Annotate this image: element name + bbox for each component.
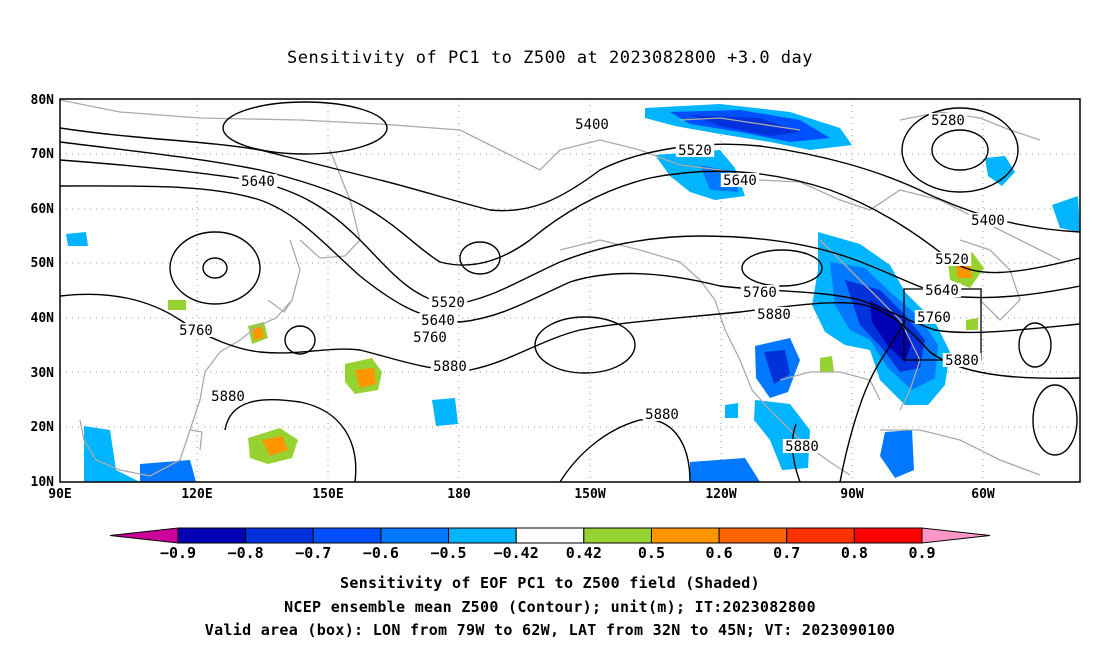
colorbar-label: −0.7 xyxy=(295,544,331,562)
contour-label: 5400 xyxy=(971,213,1005,229)
colorbar-segment xyxy=(650,527,720,544)
contour-label-bg xyxy=(642,407,682,421)
colorbar-segment xyxy=(245,527,314,544)
contour-label-bg xyxy=(572,117,612,131)
colorbar-label: 0.5 xyxy=(638,544,665,562)
lon-tick-120w: 120W xyxy=(705,487,736,502)
contour-label: 5880 xyxy=(757,307,791,323)
lon-tick-150e: 150E xyxy=(312,487,343,502)
contour-label-bg xyxy=(782,439,822,453)
lon-tick-90e: 90E xyxy=(48,487,71,502)
lat-axis: 10N 20N 30N 40N 50N 60N 70N 80N xyxy=(31,93,55,490)
lon-axis: 90E 120E 150E 180 150W 120W 90W 60W xyxy=(48,487,995,502)
contour-label-bg xyxy=(176,323,216,337)
contour-label: 5280 xyxy=(931,113,965,129)
contour-label-bg xyxy=(418,313,458,327)
colorbar-low-arrow xyxy=(109,527,179,544)
contour-label: 5640 xyxy=(241,174,275,190)
lon-tick-180: 180 xyxy=(447,487,471,502)
lat-tick-60n: 60N xyxy=(31,202,55,217)
contour-label-bg xyxy=(968,213,1008,227)
caption-contour: NCEP ensemble mean Z500 (Contour); unit(… xyxy=(284,598,816,616)
colorbar-segment xyxy=(448,527,517,544)
contour-label: 5880 xyxy=(433,359,467,375)
colorbar-label: −0.6 xyxy=(363,544,399,562)
contour-label: 5880 xyxy=(785,439,819,455)
lat-tick-10n: 10N xyxy=(31,475,55,490)
contour-label: 5640 xyxy=(925,283,959,299)
caption-valid-area: Valid area (box): LON from 79W to 62W, L… xyxy=(204,621,896,639)
contour-label-bg xyxy=(208,389,248,403)
contour-label-bg xyxy=(914,310,954,324)
colorbar-label: 0.9 xyxy=(908,544,935,562)
contour-label-bg xyxy=(410,330,450,344)
map-background xyxy=(60,99,1080,482)
colorbar-segment xyxy=(786,527,855,544)
lat-tick-20n: 20N xyxy=(31,420,55,435)
contour-label: 5400 xyxy=(575,117,609,133)
caption-shading: Sensitivity of EOF PC1 to Z500 field (Sh… xyxy=(340,574,760,592)
contour-label: 5520 xyxy=(431,295,465,311)
colorbar-label: −0.5 xyxy=(430,544,466,562)
colorbar-label: 0.6 xyxy=(706,544,733,562)
colorbar-segment xyxy=(515,527,585,544)
colorbar xyxy=(109,527,991,544)
lat-tick-80n: 80N xyxy=(31,93,55,108)
colorbar-label: −0.8 xyxy=(228,544,264,562)
contour-label-bg xyxy=(675,143,715,157)
lat-tick-70n: 70N xyxy=(31,147,55,162)
colorbar-labels: −0.9 −0.8 −0.7 −0.6 −0.5 −0.42 0.42 0.5 0.6 0.7 0.… xyxy=(160,544,936,562)
contour-label-bg xyxy=(942,353,982,367)
colorbar-segment xyxy=(380,527,450,544)
contour-label: 5880 xyxy=(645,407,679,423)
colorbar-segment xyxy=(583,527,652,544)
colorbar-label: 0.42 xyxy=(566,544,602,562)
contour-label: 5640 xyxy=(421,313,455,329)
colorbar-segment xyxy=(718,527,788,544)
colorbar-segment xyxy=(853,527,923,544)
lon-tick-60w: 60W xyxy=(971,487,995,502)
colorbar-segment xyxy=(177,527,247,544)
contour-label: 5760 xyxy=(743,285,777,301)
contour-label: 5520 xyxy=(678,143,712,159)
contour-label-bg xyxy=(928,113,968,127)
colorbar-label: −0.42 xyxy=(494,544,539,562)
lon-tick-120e: 120E xyxy=(181,487,212,502)
lat-tick-40n: 40N xyxy=(31,311,55,326)
contour-label-bg xyxy=(932,252,972,266)
colorbar-label: −0.9 xyxy=(160,544,196,562)
contour-label: 5880 xyxy=(945,353,979,369)
contour-label: 5760 xyxy=(917,310,951,326)
contour-label-bg xyxy=(428,295,468,309)
map-title: Sensitivity of PC1 to Z500 at 2023082800… xyxy=(286,48,813,68)
contour-label: 5520 xyxy=(935,252,969,268)
colorbar-label: 0.7 xyxy=(773,544,800,562)
colorbar-segment xyxy=(312,527,382,544)
contour-label-bg xyxy=(720,173,760,187)
lat-tick-30n: 30N xyxy=(31,366,55,381)
contour-label-bg xyxy=(754,307,794,321)
contour-label: 5640 xyxy=(723,173,757,189)
contour-label: 5760 xyxy=(413,330,447,346)
lat-tick-50n: 50N xyxy=(31,256,55,271)
colorbar-label: 0.8 xyxy=(841,544,868,562)
contour-label: 5760 xyxy=(179,323,213,339)
contour-label-bg xyxy=(238,174,278,188)
contour-labels: 5400 528055205640540056405520552056405760… xyxy=(176,113,1008,455)
contour-label-bg xyxy=(430,359,470,373)
lon-tick-90w: 90W xyxy=(840,487,864,502)
contour-label: 5880 xyxy=(211,389,245,405)
colorbar-high-arrow xyxy=(921,527,991,544)
contour-label-bg xyxy=(740,285,780,299)
lon-tick-150w: 150W xyxy=(574,487,605,502)
map-border xyxy=(59,98,1081,483)
contour-label-bg xyxy=(922,283,962,297)
